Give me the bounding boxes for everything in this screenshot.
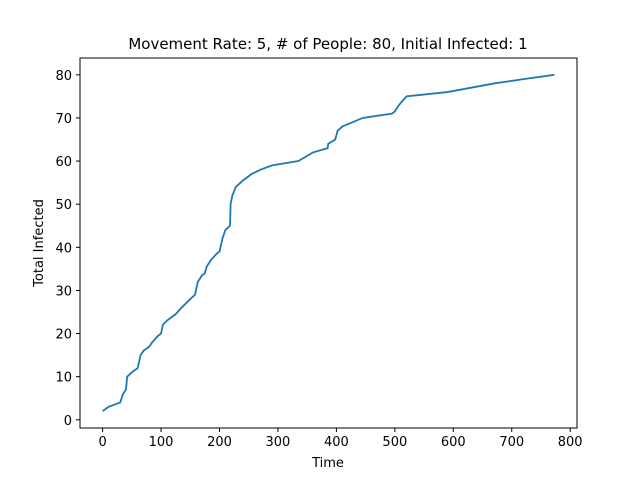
y-tick-label: 50 bbox=[55, 198, 72, 213]
x-axis-label: Time bbox=[311, 456, 344, 471]
x-tick-label: 400 bbox=[324, 435, 349, 450]
y-tick-label: 30 bbox=[55, 284, 72, 299]
y-tick-label: 10 bbox=[55, 371, 72, 386]
x-tick-label: 500 bbox=[382, 435, 407, 450]
y-tick-label: 0 bbox=[64, 414, 72, 429]
plot-frame bbox=[79, 57, 578, 429]
x-tick-label: 0 bbox=[98, 435, 106, 450]
x-tick-label: 700 bbox=[499, 435, 524, 450]
y-tick-label: 80 bbox=[55, 69, 72, 84]
x-tick-label: 800 bbox=[558, 435, 583, 450]
x-tick-label: 200 bbox=[207, 435, 232, 450]
y-tick-label: 60 bbox=[55, 155, 72, 170]
y-axis-label: Total Infected bbox=[32, 199, 47, 288]
x-tick-label: 600 bbox=[441, 435, 466, 450]
x-tick-label: 100 bbox=[149, 435, 174, 450]
x-tick-label: 300 bbox=[266, 435, 291, 450]
y-tick-label: 40 bbox=[55, 241, 72, 256]
y-tick-label: 20 bbox=[55, 328, 72, 343]
y-tick-label: 70 bbox=[55, 112, 72, 127]
chart-title: Movement Rate: 5, # of People: 80, Initi… bbox=[128, 35, 527, 53]
data-line bbox=[102, 73, 555, 412]
